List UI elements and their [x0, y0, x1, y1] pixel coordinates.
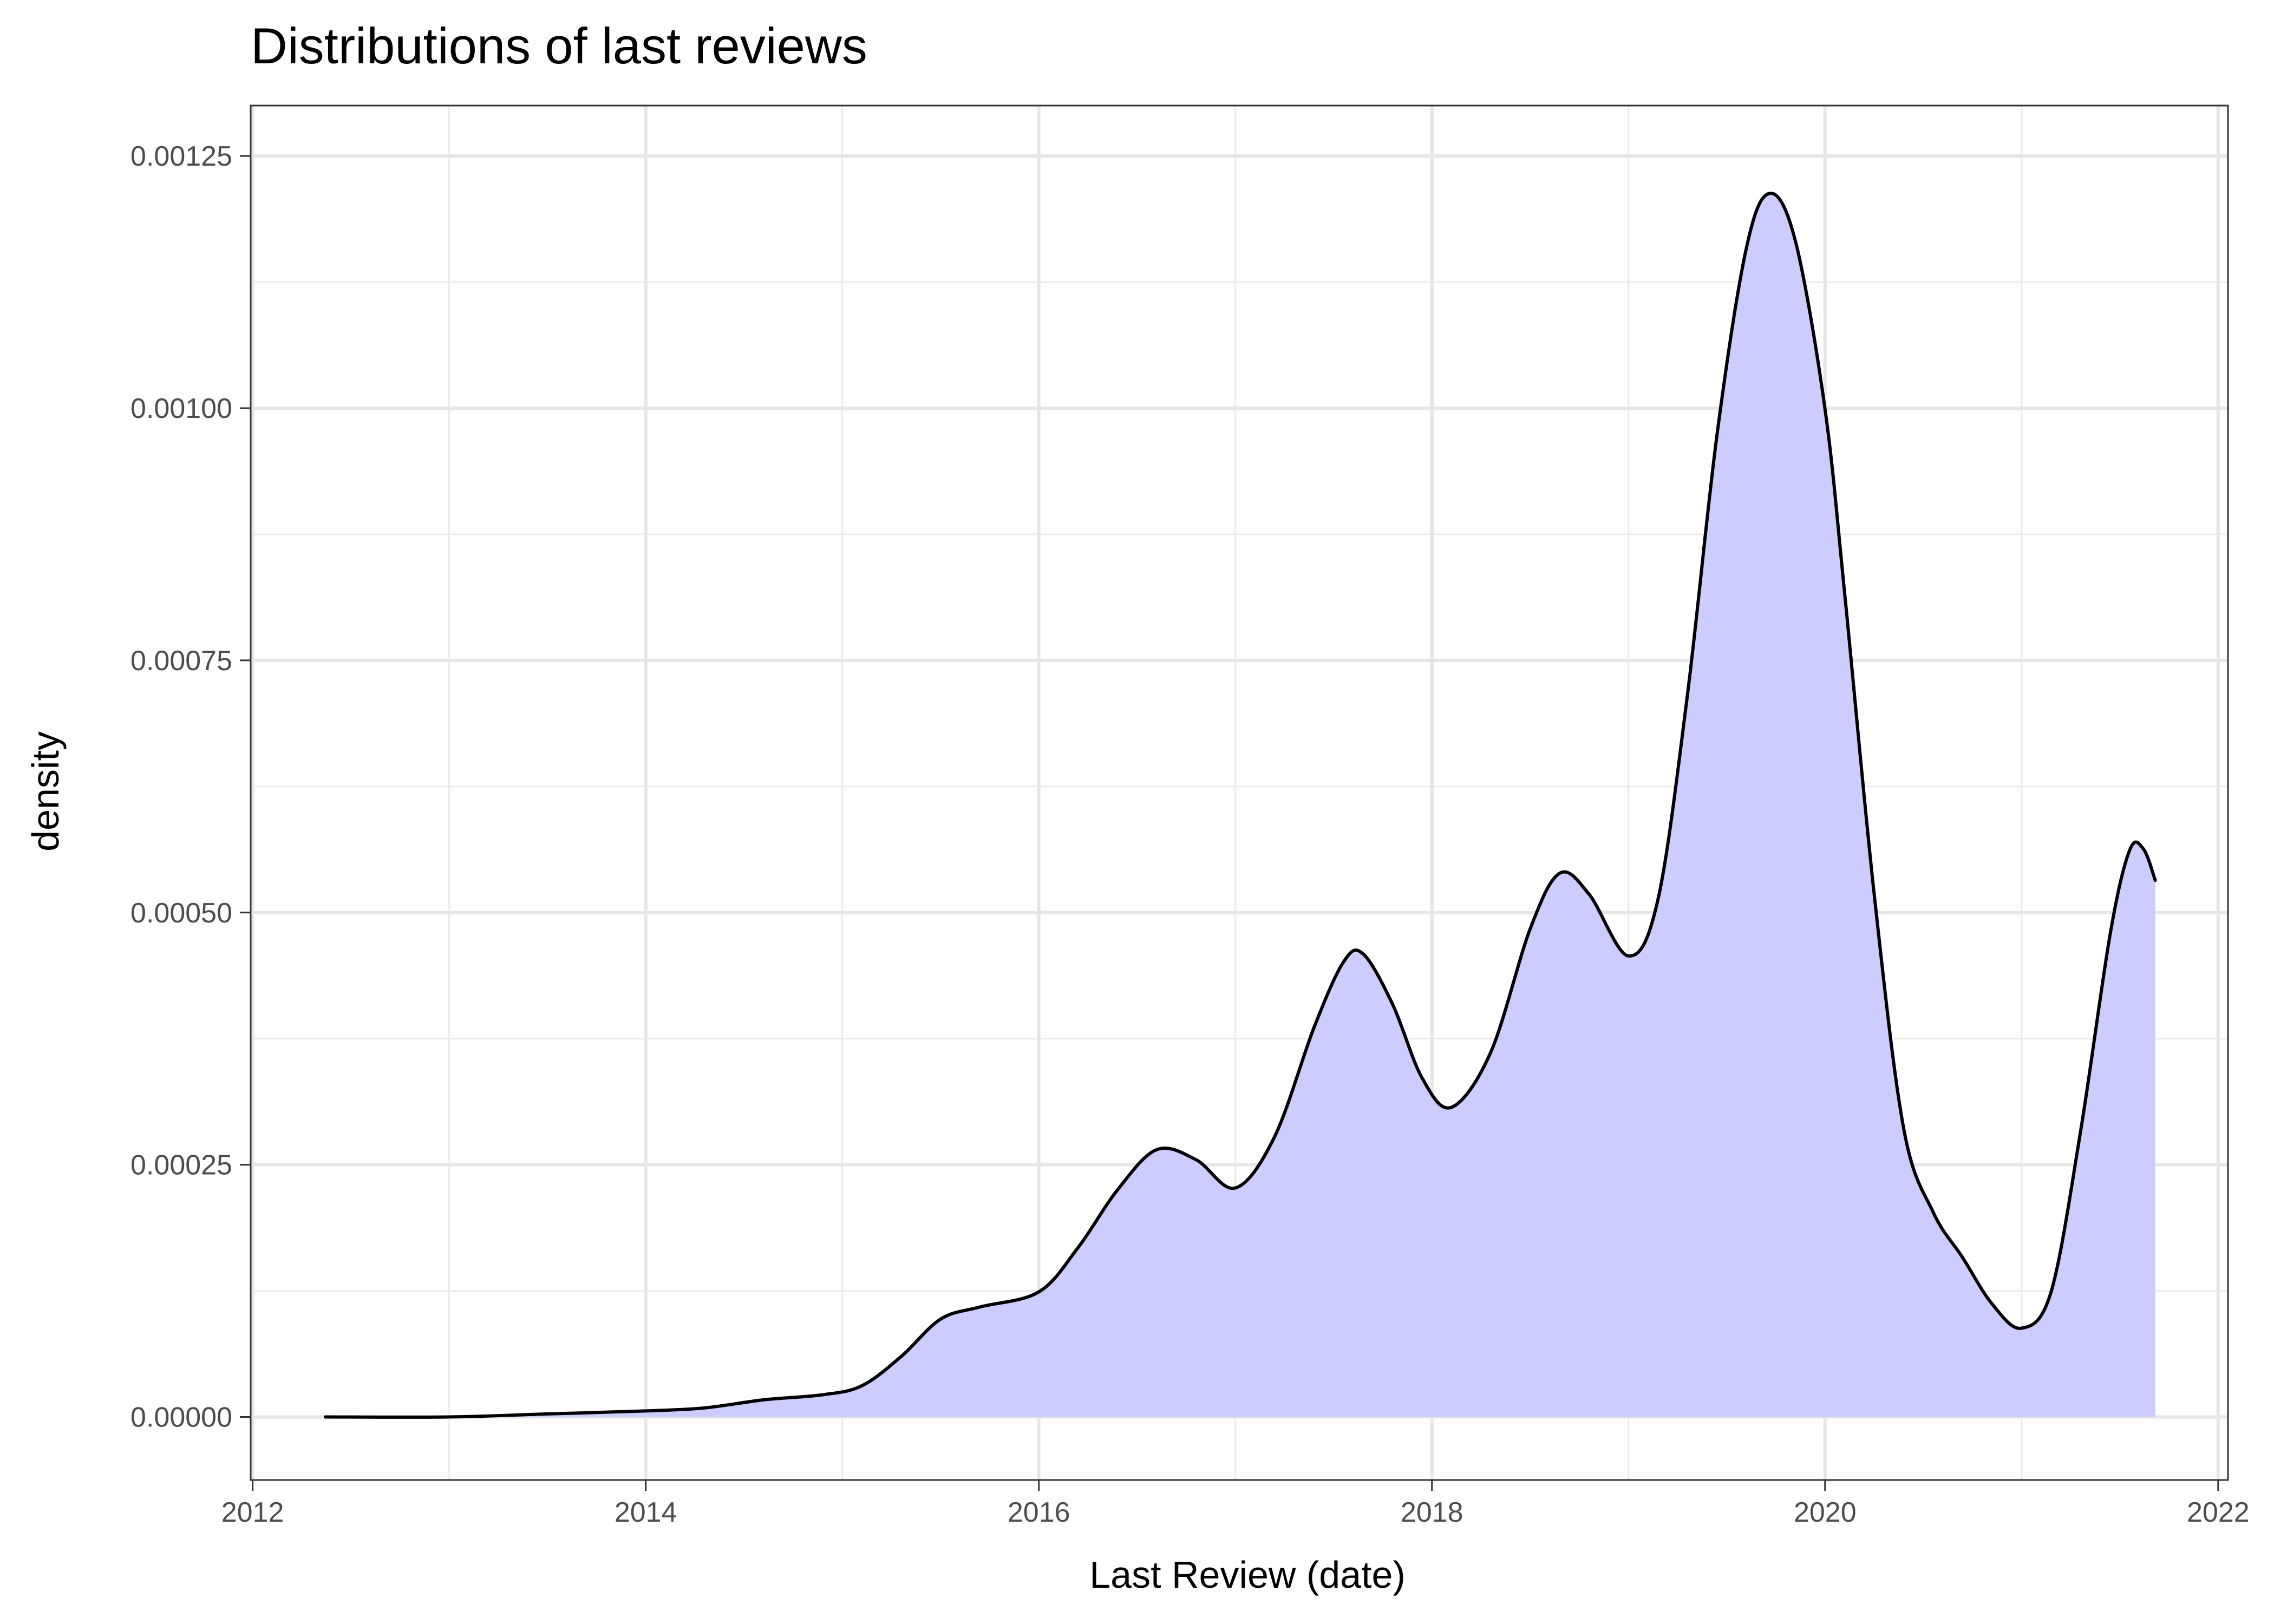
y-tick-label: 0.00075: [130, 645, 232, 677]
y-tick-label: 0.00100: [130, 393, 232, 424]
x-tick-label: 2020: [1794, 1497, 1857, 1528]
panel-border: [250, 104, 2229, 1481]
y-tick-label: 0.00000: [130, 1402, 232, 1433]
y-tick-label: 0.00025: [130, 1150, 232, 1181]
x-tick-label: 2016: [1008, 1497, 1070, 1528]
x-axis-ticks: 2012 2014 2016 2018 2020 2022: [221, 1480, 2250, 1528]
density-line: [323, 192, 2157, 1419]
y-tick-label: 0.00050: [130, 898, 232, 929]
chart-title: Distributions of last reviews: [251, 17, 867, 74]
x-axis-title: Last Review (date): [1089, 1554, 1406, 1596]
y-axis-ticks: 0.00000 0.00025 0.00050 0.00075 0.00100 0.001…: [130, 141, 251, 1433]
x-tick-label: 2022: [2187, 1497, 2250, 1528]
y-axis-title: density: [24, 731, 67, 852]
y-tick-label: 0.00125: [130, 141, 232, 172]
x-tick-label: 2018: [1401, 1497, 1463, 1528]
x-tick-label: 2012: [221, 1497, 284, 1528]
density-area-fill: [325, 193, 2155, 1417]
x-tick-label: 2014: [615, 1497, 677, 1528]
